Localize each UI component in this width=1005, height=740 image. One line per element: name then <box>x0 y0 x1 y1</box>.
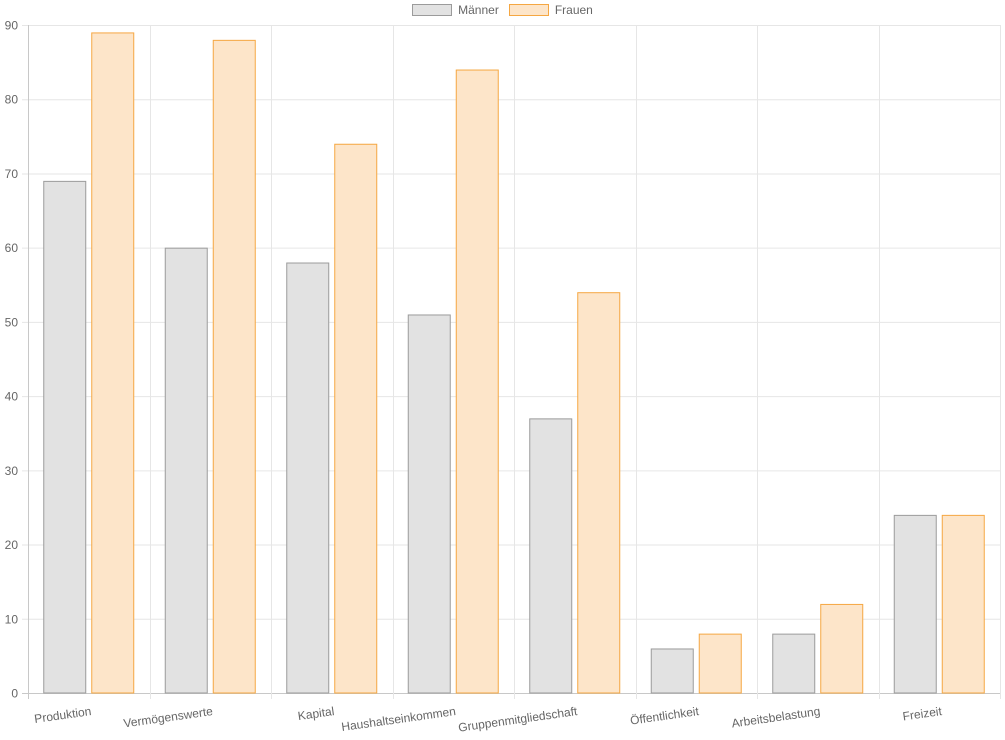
legend-label-frauen: Frauen <box>554 3 593 17</box>
bar-maenner <box>43 180 87 694</box>
bar-frauen <box>334 143 378 694</box>
x-tick-label: Öffentlichkeit <box>629 704 700 728</box>
y-tick-label: 30 <box>5 464 19 478</box>
bar-frauen <box>698 633 742 694</box>
legend: Männer Frauen <box>0 0 1005 20</box>
x-tick-label: Haushaltseinkommen <box>340 704 456 734</box>
x-tick-label: Gruppenmitgliedschaft <box>457 704 579 735</box>
bar-maenner <box>529 418 573 694</box>
y-tick-label: 40 <box>5 390 19 404</box>
x-tick-label: Produktion <box>33 704 92 726</box>
y-tick-label: 0 <box>11 687 18 701</box>
bar-maenner <box>650 648 694 694</box>
y-tick-label: 50 <box>5 315 19 329</box>
legend-label-maenner: Männer <box>458 3 499 17</box>
bar-frauen <box>577 292 621 694</box>
x-tick-label: Arbeitsbelastung <box>731 704 821 730</box>
bar-maenner <box>407 314 451 694</box>
bar-maenner <box>286 262 330 694</box>
legend-swatch-frauen <box>508 4 549 16</box>
y-tick-label: 70 <box>5 167 19 181</box>
bar-maenner <box>893 514 937 694</box>
bar-frauen <box>91 32 135 694</box>
y-tick-label: 20 <box>5 538 19 552</box>
bar-frauen <box>212 39 256 694</box>
bar-maenner <box>772 633 816 694</box>
bar-frauen <box>941 514 985 694</box>
x-tick-label: Freizeit <box>902 704 944 723</box>
x-tick-label: Kapital <box>297 704 335 723</box>
bar-maenner <box>164 247 208 694</box>
bar-frauen <box>820 603 864 694</box>
y-tick-label: 10 <box>5 612 19 626</box>
legend-item-maenner[interactable]: Männer <box>412 3 499 17</box>
y-tick-label: 60 <box>5 241 19 255</box>
bar-frauen <box>455 69 499 694</box>
legend-swatch-maenner <box>412 4 453 16</box>
y-tick-label: 80 <box>5 93 19 107</box>
y-tick-label: 90 <box>5 19 19 33</box>
x-tick-label: Vermögenswerte <box>123 704 214 730</box>
legend-item-frauen[interactable]: Frauen <box>508 3 593 17</box>
